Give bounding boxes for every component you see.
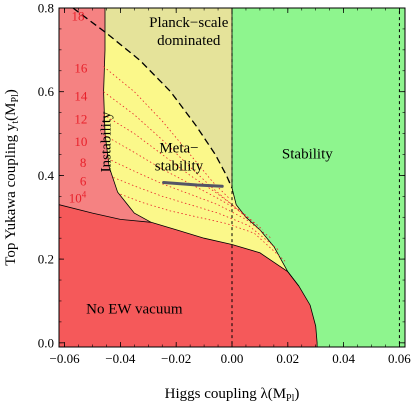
contour-label: 16 bbox=[74, 61, 88, 76]
contour-label: 14 bbox=[74, 89, 88, 104]
region-label-no_ew_vacuum: No EW vacuum bbox=[86, 302, 183, 318]
y-axis-label: Top Yukawa coupling yt(MPl) bbox=[3, 89, 21, 266]
frame-layer bbox=[58, 7, 406, 348]
x-tick-label: 0.04 bbox=[332, 351, 355, 366]
region-label-stability: Stability bbox=[282, 147, 333, 163]
region-label-instability: Instability bbox=[99, 111, 115, 172]
x-tick-label: 0.00 bbox=[221, 351, 244, 366]
x-tick-label: 0.06 bbox=[388, 351, 411, 366]
planck-boundary-dashed bbox=[72, 8, 233, 189]
no-ew-boundary-line bbox=[59, 204, 318, 347]
instability-region bbox=[59, 8, 152, 223]
data-point-segment bbox=[162, 181, 224, 188]
x-tick-label: −0.02 bbox=[161, 351, 191, 366]
contour-label: 10 bbox=[74, 134, 87, 149]
region-label-planck: Planck−scale dominated bbox=[149, 15, 229, 49]
lifetime-contour bbox=[113, 177, 280, 252]
y-tick-label: 0.8 bbox=[38, 1, 54, 16]
instability-boundary-line bbox=[103, 8, 152, 223]
x-tick-label: −0.04 bbox=[105, 351, 136, 366]
contours-layer bbox=[59, 8, 400, 347]
planck-region bbox=[73, 8, 232, 188]
y-tick-label: 0.0 bbox=[38, 335, 54, 350]
contour-label: 12 bbox=[74, 112, 87, 127]
y-tick-label: 0.4 bbox=[38, 168, 55, 183]
y-tick-label: 0.2 bbox=[38, 252, 54, 267]
contour-label: 18 bbox=[72, 8, 85, 23]
x-tick-label: −0.06 bbox=[50, 351, 81, 366]
x-axis-label: Higgs coupling λ(MPl) bbox=[165, 386, 300, 404]
contour-label: 8 bbox=[80, 155, 87, 170]
region-label-metastability: Meta− stability bbox=[155, 140, 204, 174]
contour-label: 6 bbox=[80, 174, 87, 189]
labels-layer: −0.06 −0.04 −0.02 0.00 0.02 0.04 0.06 0.0 0.2 0.4… bbox=[3, 1, 411, 405]
no-ew-vacuum-region bbox=[59, 204, 318, 347]
lifetime-contour bbox=[103, 66, 230, 199]
y-tick-label: 0.6 bbox=[38, 84, 55, 99]
x-tick-label: 0.02 bbox=[276, 351, 299, 366]
lifetime-contour bbox=[107, 158, 272, 239]
lifetime-contour bbox=[103, 114, 255, 224]
